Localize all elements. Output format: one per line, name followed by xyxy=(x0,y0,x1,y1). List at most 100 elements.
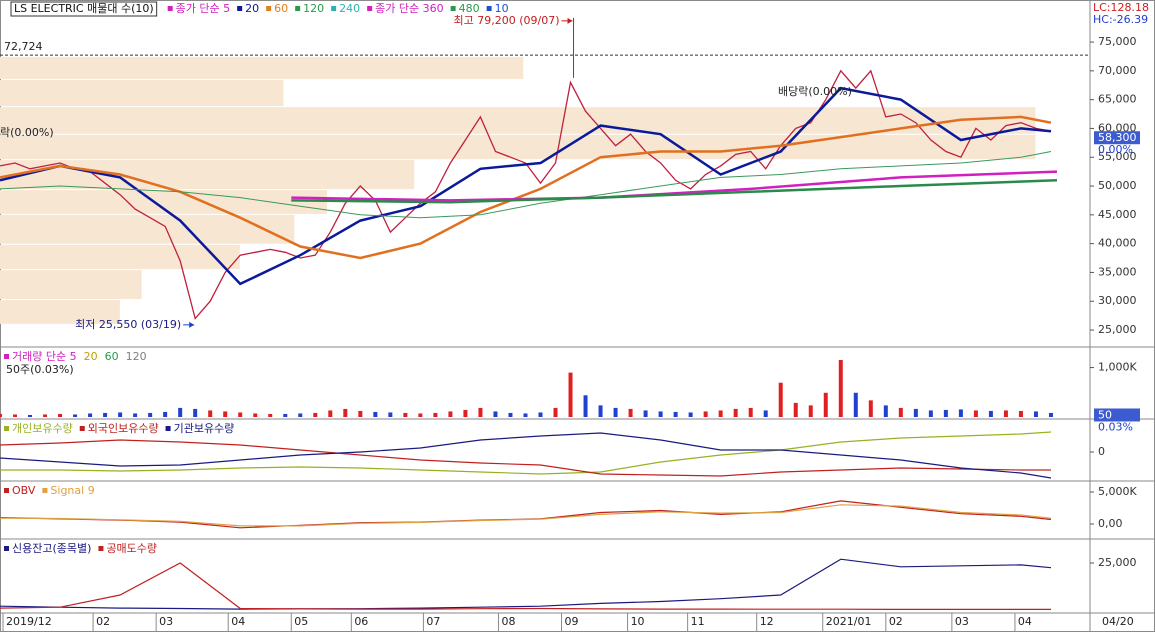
volume-bar xyxy=(868,400,873,417)
volume-bar xyxy=(433,412,438,417)
legend-swatch xyxy=(331,6,337,11)
series-line xyxy=(0,431,1052,475)
last-change-label: 0.03% xyxy=(1098,420,1133,433)
event-label: 락(0.00%) xyxy=(0,126,54,139)
volume-bar xyxy=(103,412,108,417)
volume-bar xyxy=(373,411,378,417)
x-tick-label: 06 xyxy=(354,615,368,628)
volume-bar xyxy=(343,408,348,417)
x-tick-label: 04 xyxy=(1018,615,1032,628)
x-tick-label: 09 xyxy=(565,615,579,628)
legend-label: 개인보유수량 xyxy=(12,422,73,435)
legend-label: 60 xyxy=(274,2,288,15)
volume-bar xyxy=(853,392,858,417)
volume-bar xyxy=(448,411,453,417)
series-line xyxy=(0,432,1052,479)
legend-label: OBV xyxy=(12,484,36,497)
legend-label: 신용잔고(종목별) xyxy=(12,542,91,555)
volume-bar xyxy=(883,405,888,417)
low-annotation: 최저 25,550 (03/19) xyxy=(75,318,181,331)
volume-profile-bar xyxy=(0,270,142,300)
volume-bar xyxy=(1003,410,1008,417)
volume-bar xyxy=(628,408,633,417)
legend-label: 거래량 단순 5 xyxy=(12,350,77,363)
low-arrow-head xyxy=(189,321,195,328)
volume-bar xyxy=(763,410,768,417)
x-tick-label: 12 xyxy=(760,615,774,628)
legend-swatch xyxy=(165,426,171,431)
series-line xyxy=(0,504,1052,527)
volume-bar xyxy=(28,414,33,417)
last-value-box xyxy=(1094,131,1140,145)
series-line xyxy=(0,558,1052,610)
legend-swatch xyxy=(4,426,9,431)
volume-bar xyxy=(133,413,138,417)
volume-bar xyxy=(913,408,918,417)
y-tick-label: 70,000 xyxy=(1098,64,1137,77)
volume-bar xyxy=(928,410,933,417)
x-tick-label: 2021/01 xyxy=(826,615,872,628)
volume-profile-bar xyxy=(0,134,1036,160)
x-tick-label: 08 xyxy=(501,615,515,628)
legend-swatch xyxy=(42,488,48,493)
volume-bar xyxy=(523,413,528,417)
end-date-label: 04/20 xyxy=(1102,615,1134,628)
series-line xyxy=(0,69,1052,320)
volume-bar xyxy=(73,414,78,417)
volume-bar xyxy=(988,410,993,417)
volume-bar xyxy=(88,413,93,417)
volume-bar xyxy=(58,413,63,417)
legend-label: 60 xyxy=(105,350,119,363)
series-line xyxy=(0,86,1052,286)
volume-bar xyxy=(43,414,48,417)
x-tick-label: 07 xyxy=(426,615,440,628)
volume-bar xyxy=(703,411,708,417)
x-tick-label: 2019/12 xyxy=(6,615,52,628)
y-tick-label: 65,000 xyxy=(1098,93,1137,106)
y-tick-label: 55,000 xyxy=(1098,150,1137,163)
y-tick-label: 0 xyxy=(1098,445,1105,458)
volume-bar xyxy=(808,405,813,417)
legend-swatch xyxy=(4,354,9,359)
volume-bar xyxy=(643,410,648,417)
legend-label: 20 xyxy=(84,350,98,363)
volume-profile-bar xyxy=(0,80,284,107)
volume-profile-bar xyxy=(0,214,295,244)
legend-swatch xyxy=(486,6,492,11)
y-tick-label: 5,000K xyxy=(1098,485,1137,498)
volume-profile-bar xyxy=(0,57,524,80)
y-tick-label: 60,000 xyxy=(1098,121,1137,134)
high-arrow-head xyxy=(567,17,573,24)
lc-label: LC:128.18 xyxy=(1093,1,1149,14)
volume-bar xyxy=(943,409,948,417)
legend-swatch xyxy=(167,6,173,11)
title-box xyxy=(10,1,158,17)
volume-bar xyxy=(538,412,543,417)
x-tick-label: 03 xyxy=(955,615,969,628)
legend-swatch xyxy=(295,6,301,11)
legend-swatch xyxy=(266,6,272,11)
volume-bar xyxy=(13,414,18,417)
volume-bar xyxy=(973,410,978,417)
last-value-label: 58,300 xyxy=(1098,131,1137,144)
y-tick-label: 1,000K xyxy=(1098,361,1137,374)
y-tick-label: 45,000 xyxy=(1098,208,1137,221)
series-line xyxy=(0,439,1051,477)
volume-bar xyxy=(298,413,303,417)
series-line xyxy=(291,170,1058,202)
legend-swatch xyxy=(4,488,9,493)
legend-swatch xyxy=(237,6,243,11)
chart-title: LS ELECTRIC 매물대 수(10) xyxy=(14,2,154,15)
legend-label: 종가 단순 5 xyxy=(176,2,230,15)
volume-bar xyxy=(1048,412,1053,417)
volume-bar xyxy=(823,392,828,417)
last-value-label: 50 xyxy=(1098,408,1112,421)
y-tick-label: 50,000 xyxy=(1098,179,1137,192)
volume-bar xyxy=(358,410,363,417)
volume-bar xyxy=(118,412,123,417)
volume-bar xyxy=(688,412,693,417)
volume-profile-bar xyxy=(0,190,327,214)
volume-bar xyxy=(253,413,258,417)
